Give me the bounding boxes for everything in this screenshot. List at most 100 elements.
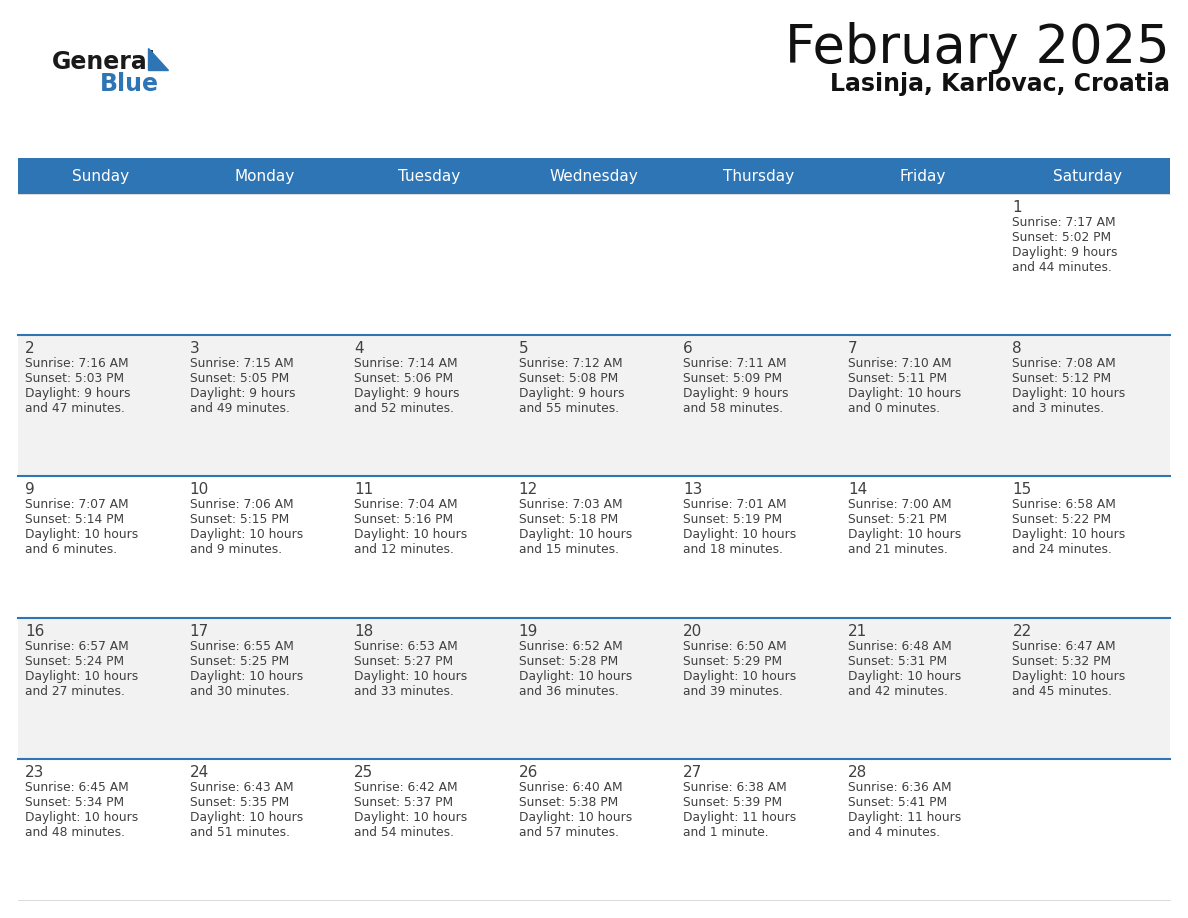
- Text: Daylight: 10 hours: Daylight: 10 hours: [519, 669, 632, 683]
- Bar: [512, 335, 676, 476]
- Bar: [676, 194, 841, 335]
- Text: Thursday: Thursday: [723, 169, 794, 184]
- Text: Daylight: 10 hours: Daylight: 10 hours: [190, 811, 303, 823]
- Bar: [347, 759, 512, 900]
- Bar: [18, 618, 183, 759]
- Text: and 51 minutes.: and 51 minutes.: [190, 826, 290, 839]
- Text: Daylight: 9 hours: Daylight: 9 hours: [519, 387, 624, 400]
- Text: Sunrise: 6:38 AM: Sunrise: 6:38 AM: [683, 781, 786, 794]
- Text: Sunrise: 6:52 AM: Sunrise: 6:52 AM: [519, 640, 623, 653]
- Bar: [1005, 476, 1170, 618]
- Text: 16: 16: [25, 623, 44, 639]
- Text: Sunrise: 6:55 AM: Sunrise: 6:55 AM: [190, 640, 293, 653]
- Text: and 30 minutes.: and 30 minutes.: [190, 685, 290, 698]
- Text: and 0 minutes.: and 0 minutes.: [848, 402, 940, 415]
- Text: Sunrise: 6:57 AM: Sunrise: 6:57 AM: [25, 640, 128, 653]
- Text: and 4 minutes.: and 4 minutes.: [848, 826, 940, 839]
- Text: Sunset: 5:37 PM: Sunset: 5:37 PM: [354, 796, 454, 809]
- Text: and 27 minutes.: and 27 minutes.: [25, 685, 125, 698]
- Text: Daylight: 10 hours: Daylight: 10 hours: [354, 529, 467, 542]
- Bar: [183, 335, 347, 476]
- Text: 14: 14: [848, 482, 867, 498]
- Text: and 48 minutes.: and 48 minutes.: [25, 826, 125, 839]
- Text: and 49 minutes.: and 49 minutes.: [190, 402, 290, 415]
- Text: Sunset: 5:15 PM: Sunset: 5:15 PM: [190, 513, 289, 526]
- Text: Sunset: 5:38 PM: Sunset: 5:38 PM: [519, 796, 618, 809]
- Text: Sunrise: 7:15 AM: Sunrise: 7:15 AM: [190, 357, 293, 370]
- Text: Sunset: 5:27 PM: Sunset: 5:27 PM: [354, 655, 454, 667]
- Text: Sunrise: 7:08 AM: Sunrise: 7:08 AM: [1012, 357, 1117, 370]
- Text: Monday: Monday: [235, 169, 295, 184]
- Text: 24: 24: [190, 765, 209, 779]
- Bar: [841, 618, 1005, 759]
- Text: Sunset: 5:21 PM: Sunset: 5:21 PM: [848, 513, 947, 526]
- Text: 20: 20: [683, 623, 702, 639]
- Bar: [18, 194, 183, 335]
- Bar: [183, 476, 347, 618]
- Bar: [18, 759, 183, 900]
- Text: Daylight: 10 hours: Daylight: 10 hours: [1012, 669, 1126, 683]
- Text: Daylight: 9 hours: Daylight: 9 hours: [25, 387, 131, 400]
- Text: Sunset: 5:32 PM: Sunset: 5:32 PM: [1012, 655, 1112, 667]
- Text: Daylight: 10 hours: Daylight: 10 hours: [190, 669, 303, 683]
- Text: Daylight: 10 hours: Daylight: 10 hours: [848, 529, 961, 542]
- Text: Sunrise: 6:42 AM: Sunrise: 6:42 AM: [354, 781, 457, 794]
- Text: Daylight: 10 hours: Daylight: 10 hours: [1012, 529, 1126, 542]
- Text: Daylight: 10 hours: Daylight: 10 hours: [190, 529, 303, 542]
- Bar: [1005, 618, 1170, 759]
- Text: 26: 26: [519, 765, 538, 779]
- Text: Sunrise: 7:17 AM: Sunrise: 7:17 AM: [1012, 216, 1116, 229]
- Text: Sunset: 5:18 PM: Sunset: 5:18 PM: [519, 513, 618, 526]
- Text: General: General: [52, 50, 156, 74]
- Text: and 39 minutes.: and 39 minutes.: [683, 685, 783, 698]
- Text: Sunrise: 7:14 AM: Sunrise: 7:14 AM: [354, 357, 457, 370]
- Text: Daylight: 9 hours: Daylight: 9 hours: [683, 387, 789, 400]
- Text: and 44 minutes.: and 44 minutes.: [1012, 261, 1112, 274]
- Bar: [676, 335, 841, 476]
- Bar: [676, 618, 841, 759]
- Bar: [18, 335, 183, 476]
- Text: and 1 minute.: and 1 minute.: [683, 826, 769, 839]
- Text: and 55 minutes.: and 55 minutes.: [519, 402, 619, 415]
- Text: Daylight: 10 hours: Daylight: 10 hours: [519, 529, 632, 542]
- Text: Daylight: 10 hours: Daylight: 10 hours: [848, 669, 961, 683]
- Text: Sunrise: 7:00 AM: Sunrise: 7:00 AM: [848, 498, 952, 511]
- Text: Sunset: 5:19 PM: Sunset: 5:19 PM: [683, 513, 783, 526]
- Text: 22: 22: [1012, 623, 1031, 639]
- Text: and 45 minutes.: and 45 minutes.: [1012, 685, 1112, 698]
- Bar: [183, 759, 347, 900]
- Text: Daylight: 9 hours: Daylight: 9 hours: [354, 387, 460, 400]
- Text: Daylight: 10 hours: Daylight: 10 hours: [848, 387, 961, 400]
- Text: and 6 minutes.: and 6 minutes.: [25, 543, 118, 556]
- Text: Friday: Friday: [901, 169, 947, 184]
- Text: 11: 11: [354, 482, 373, 498]
- Text: Sunset: 5:02 PM: Sunset: 5:02 PM: [1012, 231, 1112, 244]
- Text: 8: 8: [1012, 341, 1022, 356]
- Text: Sunset: 5:16 PM: Sunset: 5:16 PM: [354, 513, 454, 526]
- Text: Daylight: 9 hours: Daylight: 9 hours: [1012, 246, 1118, 259]
- Bar: [841, 194, 1005, 335]
- Bar: [18, 476, 183, 618]
- Bar: [18, 158, 1170, 194]
- Text: and 3 minutes.: and 3 minutes.: [1012, 402, 1105, 415]
- Text: Blue: Blue: [100, 72, 159, 96]
- Text: Sunset: 5:28 PM: Sunset: 5:28 PM: [519, 655, 618, 667]
- Text: 18: 18: [354, 623, 373, 639]
- Text: February 2025: February 2025: [785, 22, 1170, 74]
- Bar: [676, 476, 841, 618]
- Text: 10: 10: [190, 482, 209, 498]
- Polygon shape: [148, 48, 168, 70]
- Bar: [512, 476, 676, 618]
- Text: and 58 minutes.: and 58 minutes.: [683, 402, 783, 415]
- Text: Daylight: 10 hours: Daylight: 10 hours: [519, 811, 632, 823]
- Text: and 12 minutes.: and 12 minutes.: [354, 543, 454, 556]
- Text: Sunrise: 6:48 AM: Sunrise: 6:48 AM: [848, 640, 952, 653]
- Text: Sunset: 5:09 PM: Sunset: 5:09 PM: [683, 372, 783, 386]
- Text: 15: 15: [1012, 482, 1031, 498]
- Text: Daylight: 11 hours: Daylight: 11 hours: [848, 811, 961, 823]
- Bar: [1005, 194, 1170, 335]
- Text: and 42 minutes.: and 42 minutes.: [848, 685, 948, 698]
- Text: Sunset: 5:24 PM: Sunset: 5:24 PM: [25, 655, 124, 667]
- Text: 23: 23: [25, 765, 44, 779]
- Bar: [347, 618, 512, 759]
